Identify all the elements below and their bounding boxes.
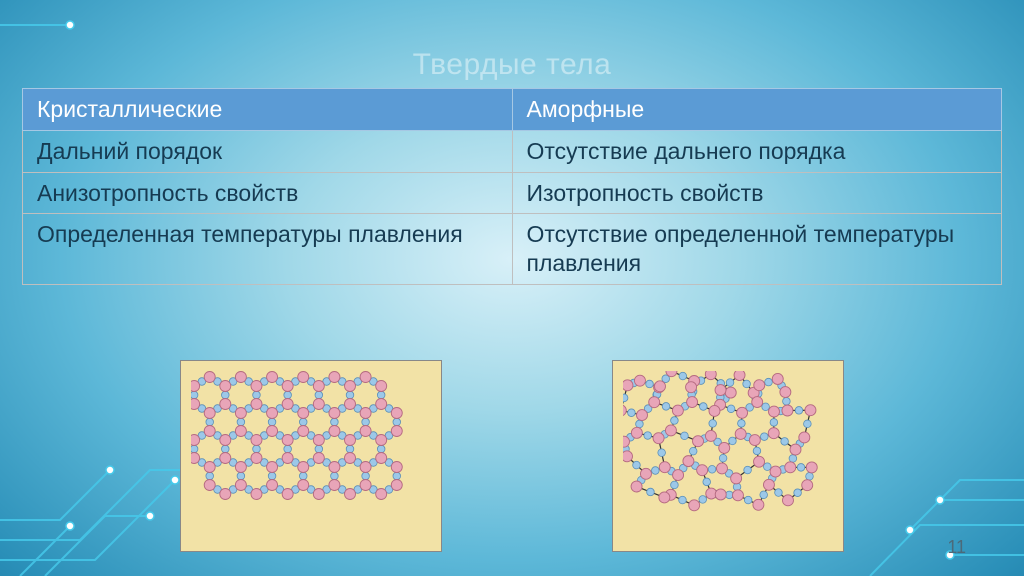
cell-melting-crystalline: Определенная температуры плавления: [23, 214, 513, 285]
page-number: 11: [947, 537, 966, 558]
cell-order-amorphous: Отсутствие дальнего порядка: [512, 130, 1002, 172]
cell-isotropy: Изотропность свойств: [512, 172, 1002, 214]
amorphous-diagram: [612, 360, 844, 552]
cell-melting-amorphous: Отсутствие определенной температуры плав…: [512, 214, 1002, 285]
comparison-table: Кристаллические Аморфные Дальний порядок…: [22, 88, 1002, 285]
crystalline-diagram: [180, 360, 442, 552]
slide-title: Твердые тела: [0, 48, 1024, 82]
cell-crystalline-header: Кристаллические: [23, 89, 513, 131]
cell-amorphous-header: Аморфные: [512, 89, 1002, 131]
cell-anisotropy: Анизотропность свойств: [23, 172, 513, 214]
cell-order-crystalline: Дальний порядок: [23, 130, 513, 172]
